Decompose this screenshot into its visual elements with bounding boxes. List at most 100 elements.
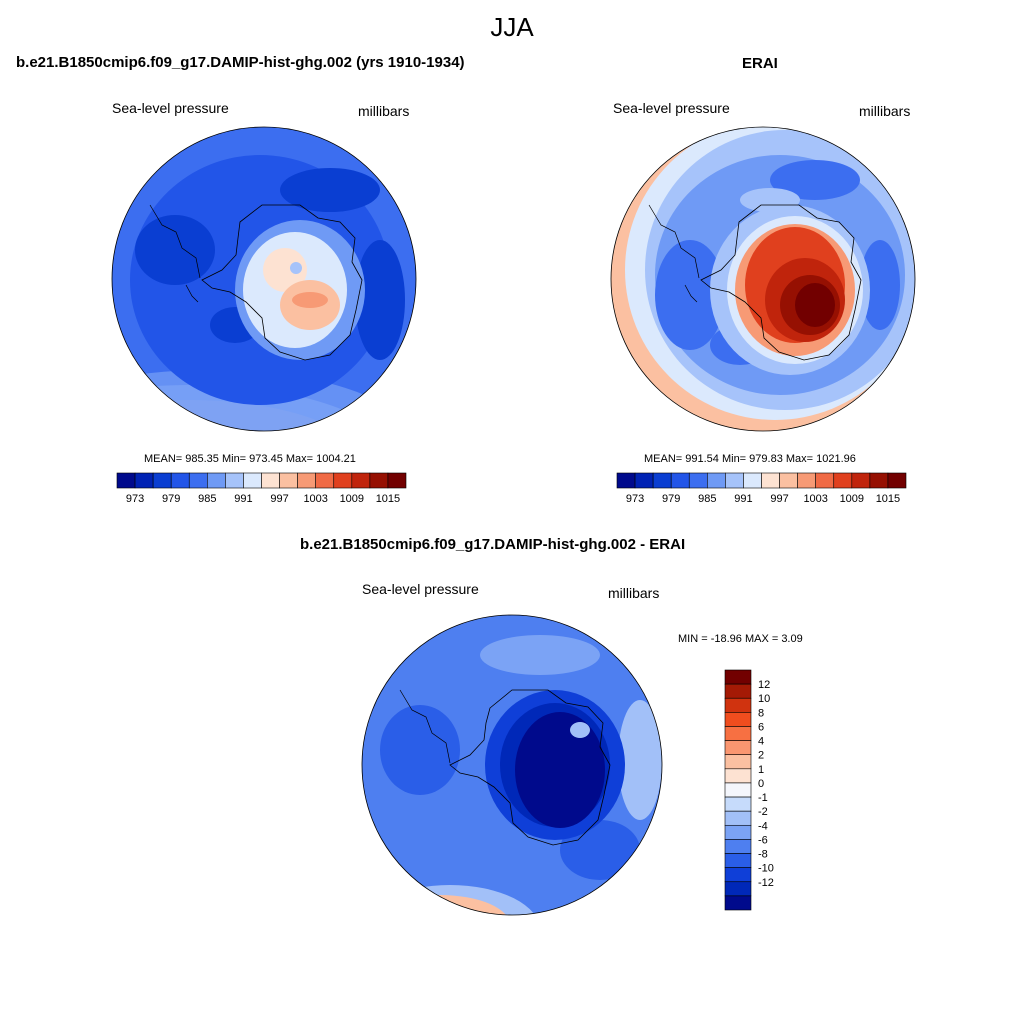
panel3-colorbar-tick-label: 1: [758, 764, 764, 776]
panel3-colorbar-tick-label: 0: [758, 778, 764, 790]
panel1-colorbar-box-11: [315, 472, 335, 489]
panel3-colorbar-tick-label: 4: [758, 736, 764, 748]
panel3-colorbar-box-5: [724, 740, 752, 756]
panel3-colorbar-tick-label: -12: [758, 877, 774, 889]
panel2-colorbar-tick-label: 1009: [840, 493, 864, 505]
panel2-colorbar-box-14: [869, 472, 889, 489]
panel3-colorbar-box-4: [724, 726, 752, 741]
panel1-colorbar-box-4: [188, 472, 208, 489]
panel1-map: [112, 127, 416, 431]
panel3-colorbar-tick-label: 10: [758, 693, 770, 705]
panel1-colorbar-tick-label: 997: [270, 493, 288, 505]
panel1-right-label: millibars: [358, 103, 410, 119]
panel1-colorbar-box-14: [369, 472, 389, 489]
panel3-title: b.e21.B1850cmip6.f09_g17.DAMIP-hist-ghg.…: [300, 536, 686, 553]
panel3-colorbar-box-16: [724, 895, 752, 911]
panel3-colorbar-box-11: [724, 824, 752, 840]
panel2-colorbar-tick-label: 1003: [803, 493, 827, 505]
panel1-coastline: [201, 204, 363, 361]
panel1-colorbar: 973 979 985 991 997 1003 1009 1015: [116, 472, 407, 505]
panel1-colorbar-box-12: [333, 472, 353, 489]
panel1-colorbar-tick-label: 1009: [340, 493, 364, 505]
panel3-colorbar-box-1: [724, 683, 752, 699]
panel2-colorbar-box-4: [688, 472, 708, 489]
panel3-colorbar-tick-label: -1: [758, 792, 768, 804]
panel3-colorbar-box-7: [724, 768, 752, 784]
panel1-colorbar-box-10: [297, 472, 316, 489]
panel3-colorbar-tick-label: -8: [758, 849, 768, 861]
panel2-colorbar-box-15: [887, 472, 907, 489]
panel3-left-label: Sea-level pressure: [362, 581, 479, 597]
panel2-title: ERAI: [742, 55, 778, 72]
panel2-colorbar-box-13: [851, 472, 871, 489]
panel3-colorbar-box-14: [724, 867, 752, 883]
panel2-colorbar-box-8: [761, 472, 780, 489]
panel1-colorbar-box-3: [170, 472, 190, 489]
panel2-stats: MEAN= 991.54 Min= 979.83 Max= 1021.96: [644, 453, 856, 465]
panel3-colorbar-box-3: [724, 712, 752, 727]
panel2-colorbar-tick-label: 1015: [876, 493, 900, 505]
panel3-colorbar-tick-label: -6: [758, 834, 768, 846]
panel1-colorbar-tick-label: 1003: [303, 493, 327, 505]
panel3-colorbar-box-15: [724, 881, 752, 897]
panel1-colorbar-box-6: [225, 472, 244, 489]
panel2-colorbar-tick-label: 973: [626, 493, 644, 505]
panel1-left-label: Sea-level pressure: [112, 100, 229, 116]
panel3-colorbar-box-8: [724, 782, 752, 798]
panel2-colorbar-tick-label: 997: [770, 493, 788, 505]
panel1-title: b.e21.B1850cmip6.f09_g17.DAMIP-hist-ghg.…: [16, 54, 465, 71]
figure-title: JJA: [490, 12, 534, 42]
panel1-colorbar-box-2: [152, 472, 172, 489]
panel3-stats: MIN = -18.96 MAX = 3.09: [678, 633, 803, 645]
panel1-colorbar-box-0: [116, 472, 136, 489]
panel1-colorbar-tick-label: 991: [234, 493, 252, 505]
panel3-colorbar-tick-label: -10: [758, 863, 774, 875]
panel1-colorbar-box-8: [261, 472, 280, 489]
panel1-colorbar-box-1: [134, 472, 154, 489]
panel2-colorbar-box-3: [670, 472, 690, 489]
panel2-colorbar-box-0: [616, 472, 636, 489]
panel3-right-label: millibars: [608, 585, 660, 601]
panel1-colorbar-tick-label: 1015: [376, 493, 400, 505]
panel1-colorbar-box-5: [207, 472, 226, 489]
panel2-colorbar-tick-label: 979: [662, 493, 680, 505]
panel2-colorbar-box-11: [815, 472, 835, 489]
panel1-colorbar-box-7: [243, 472, 262, 489]
panel3-coastline: [449, 689, 611, 846]
panel2-colorbar-box-10: [797, 472, 816, 489]
panel3-colorbar-box-2: [724, 697, 752, 713]
panel2-coastline: [700, 204, 862, 361]
panel3-colorbar-box-10: [724, 810, 752, 826]
panel2-colorbar-tick-label: 991: [734, 493, 752, 505]
panel3-colorbar-box-6: [724, 754, 752, 770]
panel3-colorbar-tick-label: 8: [758, 707, 764, 719]
panel1-colorbar-box-13: [351, 472, 371, 489]
panel3-colorbar-tick-label: 2: [758, 750, 764, 762]
panel1-colorbar-box-9: [279, 472, 298, 489]
panel3-colorbar-tick-label: 6: [758, 721, 764, 733]
panel2-left-label: Sea-level pressure: [613, 100, 730, 116]
panel2-colorbar-box-12: [833, 472, 853, 489]
panel1-colorbar-box-15: [387, 472, 407, 489]
panel2-colorbar-box-5: [707, 472, 726, 489]
panel3-colorbar-box-9: [724, 796, 752, 812]
panel2-right-label: millibars: [859, 103, 911, 119]
panel1-colorbar-tick-label: 973: [126, 493, 144, 505]
panel3-colorbar-box-12: [724, 839, 752, 854]
panel2-colorbar-box-2: [652, 472, 672, 489]
panel3-colorbar-tick-label: -4: [758, 820, 768, 832]
panel2-colorbar: 973 979 985 991 997 1003 1009 1015: [616, 472, 907, 505]
panel2-colorbar-box-6: [725, 472, 744, 489]
panel3-colorbar-box-0: [724, 669, 752, 685]
panel3-colorbar-tick-label: -2: [758, 806, 768, 818]
panel2-colorbar-box-9: [779, 472, 798, 489]
panel2-colorbar-box-7: [743, 472, 762, 489]
panel2-colorbar-box-1: [634, 472, 654, 489]
panel3-colorbar-tick-label: 12: [758, 679, 770, 691]
panel1-colorbar-tick-label: 979: [162, 493, 180, 505]
panel1-stats: MEAN= 985.35 Min= 973.45 Max= 1004.21: [144, 453, 356, 465]
panel2-colorbar-tick-label: 985: [698, 493, 716, 505]
panel2-map: [611, 127, 915, 431]
